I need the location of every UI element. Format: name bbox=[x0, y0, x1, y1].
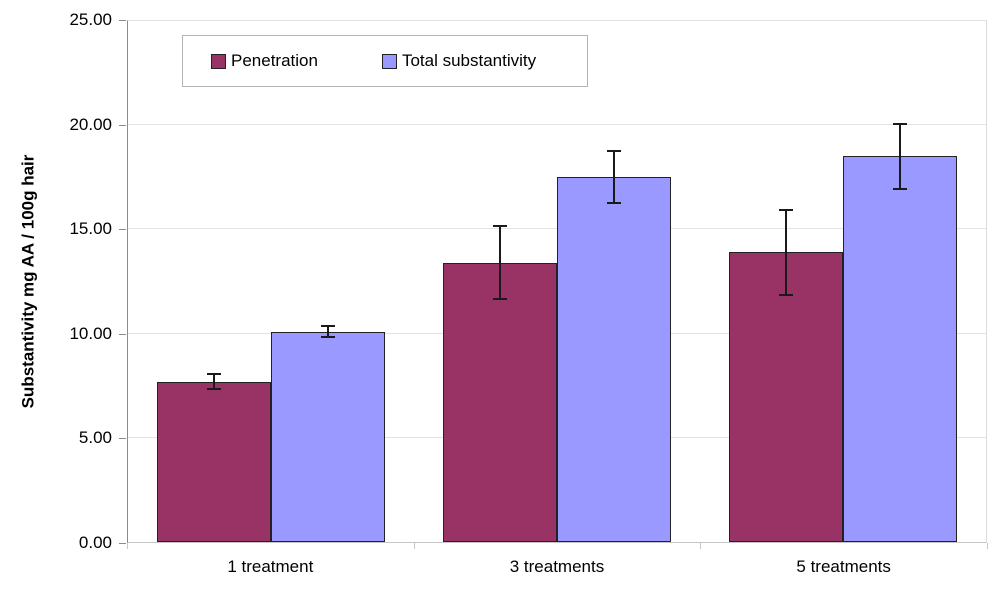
penetration-swatch-icon bbox=[211, 53, 226, 69]
error-bar bbox=[206, 373, 221, 390]
error-bar bbox=[893, 123, 908, 190]
legend-label: Total substantivity bbox=[401, 51, 537, 70]
y-tick-label: 25.00 bbox=[69, 10, 112, 29]
y-axis-tick bbox=[119, 20, 126, 21]
bar-penetration bbox=[156, 381, 271, 542]
y-axis-tick bbox=[119, 438, 126, 440]
legend-item-total-substantivity: Total substantivity bbox=[381, 51, 537, 71]
bar-total-substantivity bbox=[270, 331, 386, 542]
y-axis-tick bbox=[119, 333, 126, 335]
bar-total-substantivity bbox=[557, 177, 672, 542]
y-tick-label: 0.00 bbox=[78, 533, 112, 552]
y-tick-label: 5.00 bbox=[78, 428, 112, 448]
total-substantivity-swatch-icon bbox=[381, 53, 397, 69]
x-axis-tick bbox=[700, 543, 702, 549]
plot-area bbox=[127, 20, 987, 543]
y-axis-tick bbox=[119, 124, 126, 126]
y-axis-tick bbox=[119, 543, 126, 544]
legend-label: Penetration bbox=[231, 51, 318, 70]
x-category-label: 1 treatment bbox=[227, 557, 314, 576]
x-axis-tick bbox=[127, 543, 128, 549]
y-tick-label: 15.00 bbox=[69, 219, 112, 239]
error-bar bbox=[778, 208, 793, 297]
x-category-label: 3 treatments bbox=[509, 557, 605, 576]
x-axis-tick bbox=[413, 543, 415, 549]
error-bar bbox=[321, 325, 336, 338]
bar-total-substantivity bbox=[843, 156, 958, 542]
y-axis-tick bbox=[119, 229, 126, 231]
y-tick-label: 20.00 bbox=[69, 114, 112, 134]
x-category-label: 5 treatments bbox=[796, 557, 891, 576]
x-axis-category-labels: 1 treatment 3 treatments 5 treatments bbox=[127, 556, 987, 580]
legend: Penetration Total substantivity bbox=[182, 35, 588, 87]
y-tick-label: 10.00 bbox=[69, 323, 112, 343]
error-bar bbox=[492, 225, 507, 301]
legend-item-penetration: Penetration bbox=[211, 51, 318, 71]
error-bar bbox=[607, 150, 622, 205]
bar-penetration bbox=[442, 262, 557, 542]
y-axis-tick-labels: 0.00 5.00 10.00 15.00 20.00 25.00 bbox=[0, 10, 112, 552]
x-axis-tick bbox=[987, 543, 988, 549]
bar-penetration bbox=[728, 252, 843, 542]
gridline bbox=[128, 124, 986, 126]
